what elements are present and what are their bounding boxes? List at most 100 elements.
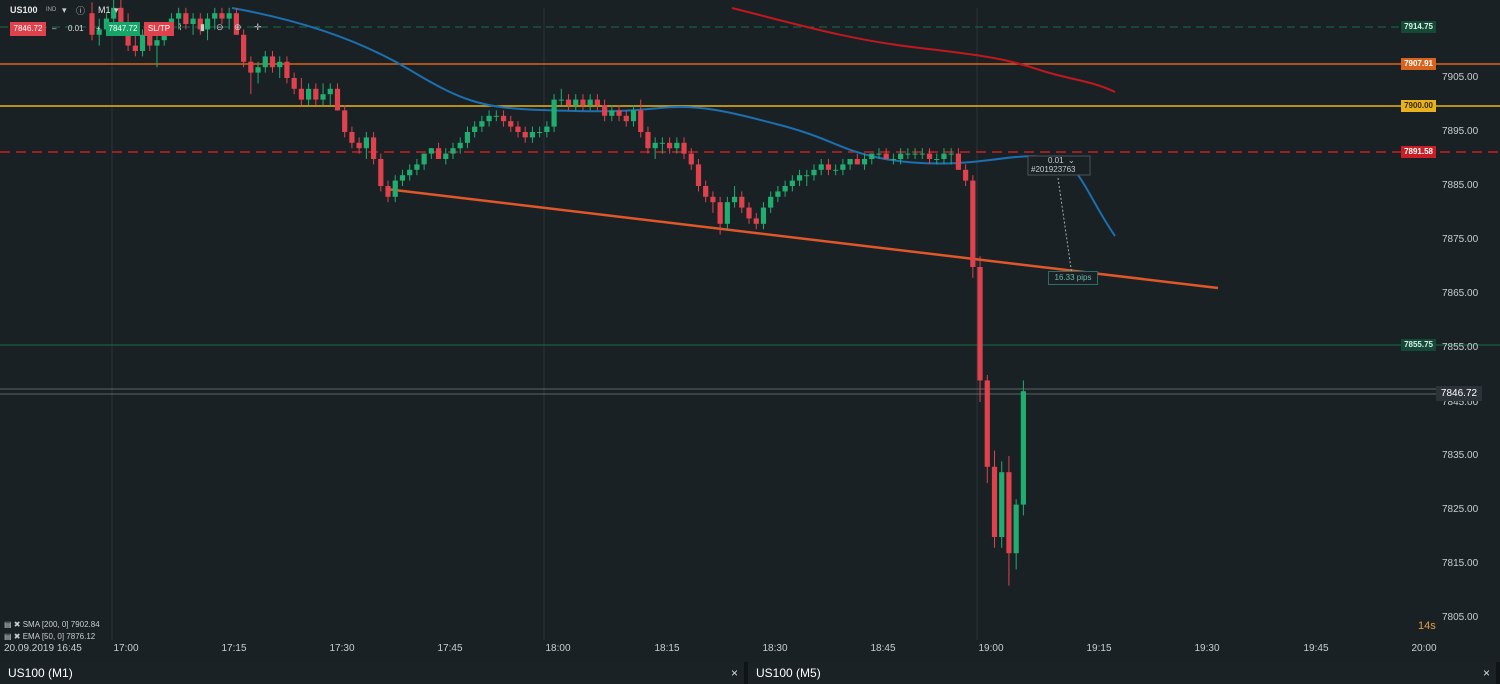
tab-us100-m5[interactable]: US100 (M5) × [748, 662, 1496, 684]
time-tick: 20:00 [1411, 643, 1437, 654]
sell-button[interactable]: 7846.72 [10, 22, 46, 36]
time-tick: 17:30 [329, 643, 355, 654]
close-icon[interactable]: × [730, 666, 738, 680]
candle-body [385, 186, 391, 197]
candle-body [342, 110, 348, 132]
legend-ema-icon[interactable]: ▤ ✖ [4, 632, 23, 641]
candle-body [132, 45, 138, 51]
chevron-down-icon[interactable]: ▾ [62, 5, 67, 15]
symbol-label[interactable]: US100 [10, 5, 38, 15]
candle-body [861, 159, 868, 165]
candle-body [204, 18, 211, 30]
info-icon[interactable]: ⓘ [76, 6, 86, 16]
candle-body [1013, 504, 1019, 554]
price-chart[interactable] [0, 0, 1500, 662]
candle-body [493, 115, 499, 117]
candle-body [703, 186, 709, 197]
candle-body [948, 153, 954, 155]
candle-body [659, 142, 665, 144]
quantity-stepper[interactable]: – 0.01 + [50, 22, 104, 36]
candle-body [652, 142, 658, 149]
candle-body [399, 175, 406, 181]
current-price-marker: 7846.72 [1436, 386, 1482, 401]
chart-area[interactable]: US100 IND ▾ ⓘ M1 ▾ 7846.72 – 0.01 + 7847… [0, 0, 1500, 662]
sma-line [731, 7, 1116, 93]
ema-line [231, 7, 1116, 237]
price-tick: 7905.00 [1442, 72, 1479, 83]
candle-body [941, 153, 947, 159]
legend-ema[interactable]: ▤ ✖ EMA [50, 0] 7876.12 [4, 632, 95, 641]
candle-body [731, 196, 738, 203]
candle-body [334, 88, 341, 111]
price-tick: 7835.00 [1442, 450, 1479, 461]
line-tool-icon[interactable]: ⌇ [178, 22, 183, 32]
legend-ema-text: EMA [50, 0] 7876.12 [22, 632, 96, 641]
close-icon[interactable]: × [1482, 666, 1490, 680]
candle-body [609, 110, 615, 116]
price-tick: 7825.00 [1442, 504, 1479, 515]
quantity-field[interactable]: 0.01 [68, 24, 84, 33]
legend-sma-icon[interactable]: ▤ ✖ [4, 620, 23, 629]
order-marker[interactable]: 0.01 ⌄ #201923763 [1030, 156, 1090, 174]
candle-body [262, 56, 268, 68]
tab-label: US100 (M1) [8, 666, 73, 680]
crosshair-icon[interactable]: ✛ [254, 22, 262, 32]
order-chevron-icon[interactable]: ⌄ [1068, 156, 1075, 165]
candle-body [768, 196, 774, 208]
candle-body [111, 7, 117, 19]
candle-body [486, 115, 492, 122]
candle-body [905, 153, 911, 155]
candle-body [789, 180, 795, 186]
candle-body [255, 67, 261, 73]
candle-body [306, 88, 312, 100]
candle-body [724, 202, 730, 224]
legend-sma-text: SMA [200, 0] 7902.84 [22, 620, 100, 629]
candle-body [876, 153, 882, 155]
pips-label: 16.33 pips [1048, 271, 1098, 285]
candle-body [746, 207, 752, 219]
candle-body [999, 472, 1005, 537]
qty-plus-button[interactable]: + [96, 24, 101, 33]
price-tag-level2[interactable]: 7907.91 [1401, 58, 1436, 70]
candle-body [392, 180, 398, 197]
order-qty: 0.01 [1048, 156, 1064, 165]
candle-body [226, 13, 232, 19]
candle-body [796, 175, 803, 181]
candle-body [587, 99, 593, 105]
candle-body [688, 153, 694, 165]
timeframe-chevron-icon[interactable]: ▾ [114, 5, 119, 15]
candle-body [616, 110, 622, 116]
price-tag-level4[interactable]: 7891.58 [1401, 146, 1436, 158]
price-tag-level5[interactable]: 7855.75 [1401, 339, 1436, 351]
candle-body [500, 115, 507, 122]
zoom-out-icon[interactable]: ⊖ [216, 22, 224, 32]
candle-body [544, 126, 550, 132]
candle-body [818, 164, 824, 170]
candle-body [96, 29, 102, 35]
qty-minus-button[interactable]: – [52, 24, 57, 33]
order-marker-box [1027, 155, 1091, 176]
zoom-in-icon[interactable]: ⊕ [234, 22, 242, 32]
candle-body [898, 153, 904, 159]
time-axis-start: 20.09.2019 16:45 [4, 643, 82, 654]
time-tick: 18:00 [545, 643, 571, 654]
buy-button[interactable]: 7847.72 [106, 22, 140, 36]
candle-body [457, 142, 463, 149]
legend-sma[interactable]: ▤ ✖ SMA [200, 0] 7902.84 [4, 620, 100, 629]
time-tick: 19:00 [978, 643, 1004, 654]
candle-body [760, 207, 767, 224]
candle-body [804, 175, 810, 177]
price-tag-level1[interactable]: 7914.75 [1401, 21, 1436, 33]
price-tag-level3[interactable]: 7900.00 [1401, 100, 1436, 112]
candle-body [356, 142, 362, 149]
candle-body [926, 153, 933, 159]
timeframe-select[interactable]: M1 [98, 5, 111, 15]
candle-body [638, 110, 644, 132]
candle-body [89, 13, 95, 35]
candle-body [435, 148, 442, 159]
sltp-button[interactable]: SL/TP [144, 22, 174, 36]
candle-body [320, 94, 326, 100]
candles-icon[interactable]: ▮ [200, 22, 205, 32]
candle-body [472, 126, 478, 132]
tab-us100-m1[interactable]: US100 (M1) × [0, 662, 744, 684]
